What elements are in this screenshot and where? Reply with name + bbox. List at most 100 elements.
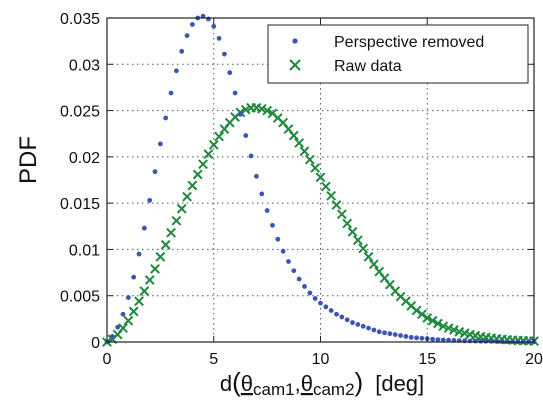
perspective-removed-point [440,337,446,343]
raw-data-point [198,159,208,170]
perspective-removed-point [376,329,382,335]
raw-data-point [358,243,369,254]
raw-data-point [139,286,150,296]
perspective-removed-point [307,290,313,296]
series-raw-data [102,102,539,347]
perspective-removed-point [227,70,233,76]
perspective-removed-point [147,197,153,203]
perspective-removed-point [115,324,121,330]
raw-data-point [256,103,267,114]
perspective-removed-point [478,338,484,344]
raw-data-point [310,163,321,173]
grid-lines [107,18,534,342]
perspective-removed-point [355,322,361,327]
perspective-removed-point [141,225,147,231]
raw-data-point [336,209,347,220]
perspective-removed-point [419,335,425,341]
perspective-removed-point [392,332,398,337]
legend-label-raw-data: Raw data [334,58,402,75]
perspective-removed-point [152,169,158,175]
perspective-removed-point [131,274,137,280]
perspective-removed-point [179,48,185,54]
x-label-prefix: d [220,371,232,396]
raw-data-point [150,263,160,274]
perspective-removed-point [216,35,222,41]
x-tick-label: 20 [525,351,543,368]
raw-data-point [155,251,166,262]
x-label-close-paren: ) [355,367,364,397]
perspective-removed-point [291,268,297,274]
perspective-removed-point [472,338,478,344]
perspective-removed-point [334,311,339,317]
perspective-removed-point [120,311,126,317]
raw-data-point [331,200,342,210]
y-tick-label: 0.02 [69,150,100,167]
x-tick-label: 15 [418,351,436,368]
perspective-removed-point [163,115,169,121]
raw-data-point [449,325,459,335]
x-tick-label: 0 [103,351,112,368]
legend-box [267,24,529,84]
raw-data-point [294,138,305,148]
perspective-removed-point [125,295,131,300]
raw-data-point [315,172,326,183]
x-tick-label: 10 [312,351,330,368]
perspective-removed-point [387,331,393,337]
raw-data-point [326,190,337,201]
raw-data-point [299,146,310,157]
perspective-removed-point [243,133,249,138]
raw-data-point [182,191,192,202]
perspective-removed-point [435,337,441,342]
y-tick-label: 0.01 [69,242,100,259]
perspective-removed-point [254,173,259,179]
perspective-removed-point [157,141,163,147]
x-tick-label: 5 [209,351,218,368]
raw-data-point [118,323,128,334]
y-tick-label: 0.035 [60,11,100,28]
x-label-sub-2: cam2 [313,380,355,399]
raw-data-point [417,309,427,320]
perspective-removed-point [173,68,179,74]
perspective-removed-point [264,208,270,213]
y-tick-label: 0.03 [69,57,100,74]
raw-data-point [363,251,374,262]
perspective-removed-point [109,334,115,339]
raw-data-point [347,226,358,237]
perspective-removed-point [302,284,307,289]
raw-data-point [304,154,315,165]
perspective-removed-point [366,325,371,331]
perspective-removed-point [360,323,366,329]
raw-data-point [171,215,182,226]
raw-data-point [208,139,219,150]
perspective-removed-point [238,111,243,117]
perspective-removed-point [403,334,409,339]
y-axis-label: PDF [15,136,42,184]
x-label-separator: , [295,371,301,396]
perspective-removed-point [184,33,190,38]
raw-data-point [443,323,454,334]
raw-data-point [187,180,198,191]
legend-x-glyph [289,59,301,71]
perspective-removed-point [318,300,323,306]
perspective-removed-point [168,90,174,96]
perspective-removed-point [259,191,265,197]
legend-label-perspective-removed: Perspective removed [334,34,484,51]
x-axis-label: d(θcam1,θcam2) [deg] [220,367,424,399]
raw-data-point [134,296,144,307]
perspective-removed-point [323,304,329,310]
raw-data-point [176,203,187,214]
raw-data-point [342,218,353,229]
raw-data-point [123,315,134,326]
perspective-removed-point [430,336,435,342]
raw-data-point [427,315,438,326]
perspective-removed-point [312,296,318,301]
raw-data-point [144,275,155,285]
raw-data-point [160,239,171,250]
raw-data-point [128,306,139,317]
raw-data-point [203,149,214,159]
raw-data-point [438,321,449,332]
raw-data-point [288,130,299,141]
raw-data-point [214,131,224,142]
y-tick-label: 0.025 [60,104,100,121]
